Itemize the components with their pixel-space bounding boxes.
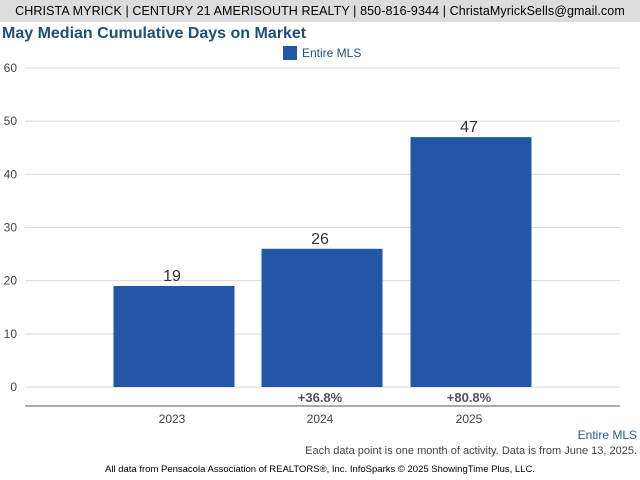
- bar-2025: [410, 137, 532, 387]
- value-label-2023: 19: [163, 268, 181, 285]
- chart-title: May Median Cumulative Days on Market: [2, 25, 307, 42]
- y-tick-label: 40: [4, 167, 18, 181]
- y-tick-label: 0: [10, 380, 17, 394]
- change-label-2025: +80.8%: [447, 390, 492, 405]
- change-label-2024: +36.8%: [298, 390, 343, 405]
- legend-label: Entire MLS: [302, 46, 362, 60]
- y-tick-label: 30: [4, 221, 18, 235]
- legend-swatch: [283, 46, 297, 60]
- chart-legend: Entire MLS: [283, 46, 361, 60]
- bar-2024: [261, 248, 383, 387]
- x-tick-label-2024: 2024: [307, 412, 334, 426]
- y-tick-label: 10: [4, 327, 18, 341]
- x-tick-label-2023: 2023: [159, 412, 186, 426]
- header-contact-bar: CHRISTA MYRICK | CENTURY 21 AMERISOUTH R…: [0, 0, 640, 22]
- y-tick-label: 60: [4, 61, 18, 75]
- y-tick-label: 20: [4, 274, 18, 288]
- x-tick-label-2025: 2025: [456, 412, 483, 426]
- bars: [113, 137, 532, 387]
- footer-attribution: All data from Pensacola Association of R…: [105, 464, 535, 475]
- value-label-2024: 26: [311, 231, 329, 248]
- value-label-2025: 47: [460, 119, 478, 136]
- x-axis-ticks: 2023 2024 2025: [159, 412, 483, 426]
- footer-series-label: Entire MLS: [577, 428, 637, 442]
- value-labels: 19 26 +36.8% 47 +80.8%: [163, 119, 492, 405]
- header-contact-text: CHRISTA MYRICK | CENTURY 21 AMERISOUTH R…: [15, 4, 625, 18]
- bar-2023: [113, 285, 235, 387]
- y-axis-ticks: 0 10 20 30 40 50 60: [4, 61, 18, 394]
- y-tick-label: 50: [4, 114, 18, 128]
- footer-note: Each data point is one month of activity…: [305, 445, 637, 457]
